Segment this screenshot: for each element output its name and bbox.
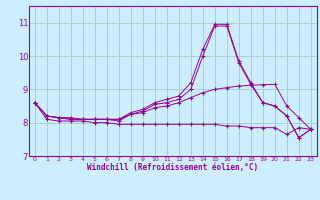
X-axis label: Windchill (Refroidissement éolien,°C): Windchill (Refroidissement éolien,°C) [87, 163, 258, 172]
